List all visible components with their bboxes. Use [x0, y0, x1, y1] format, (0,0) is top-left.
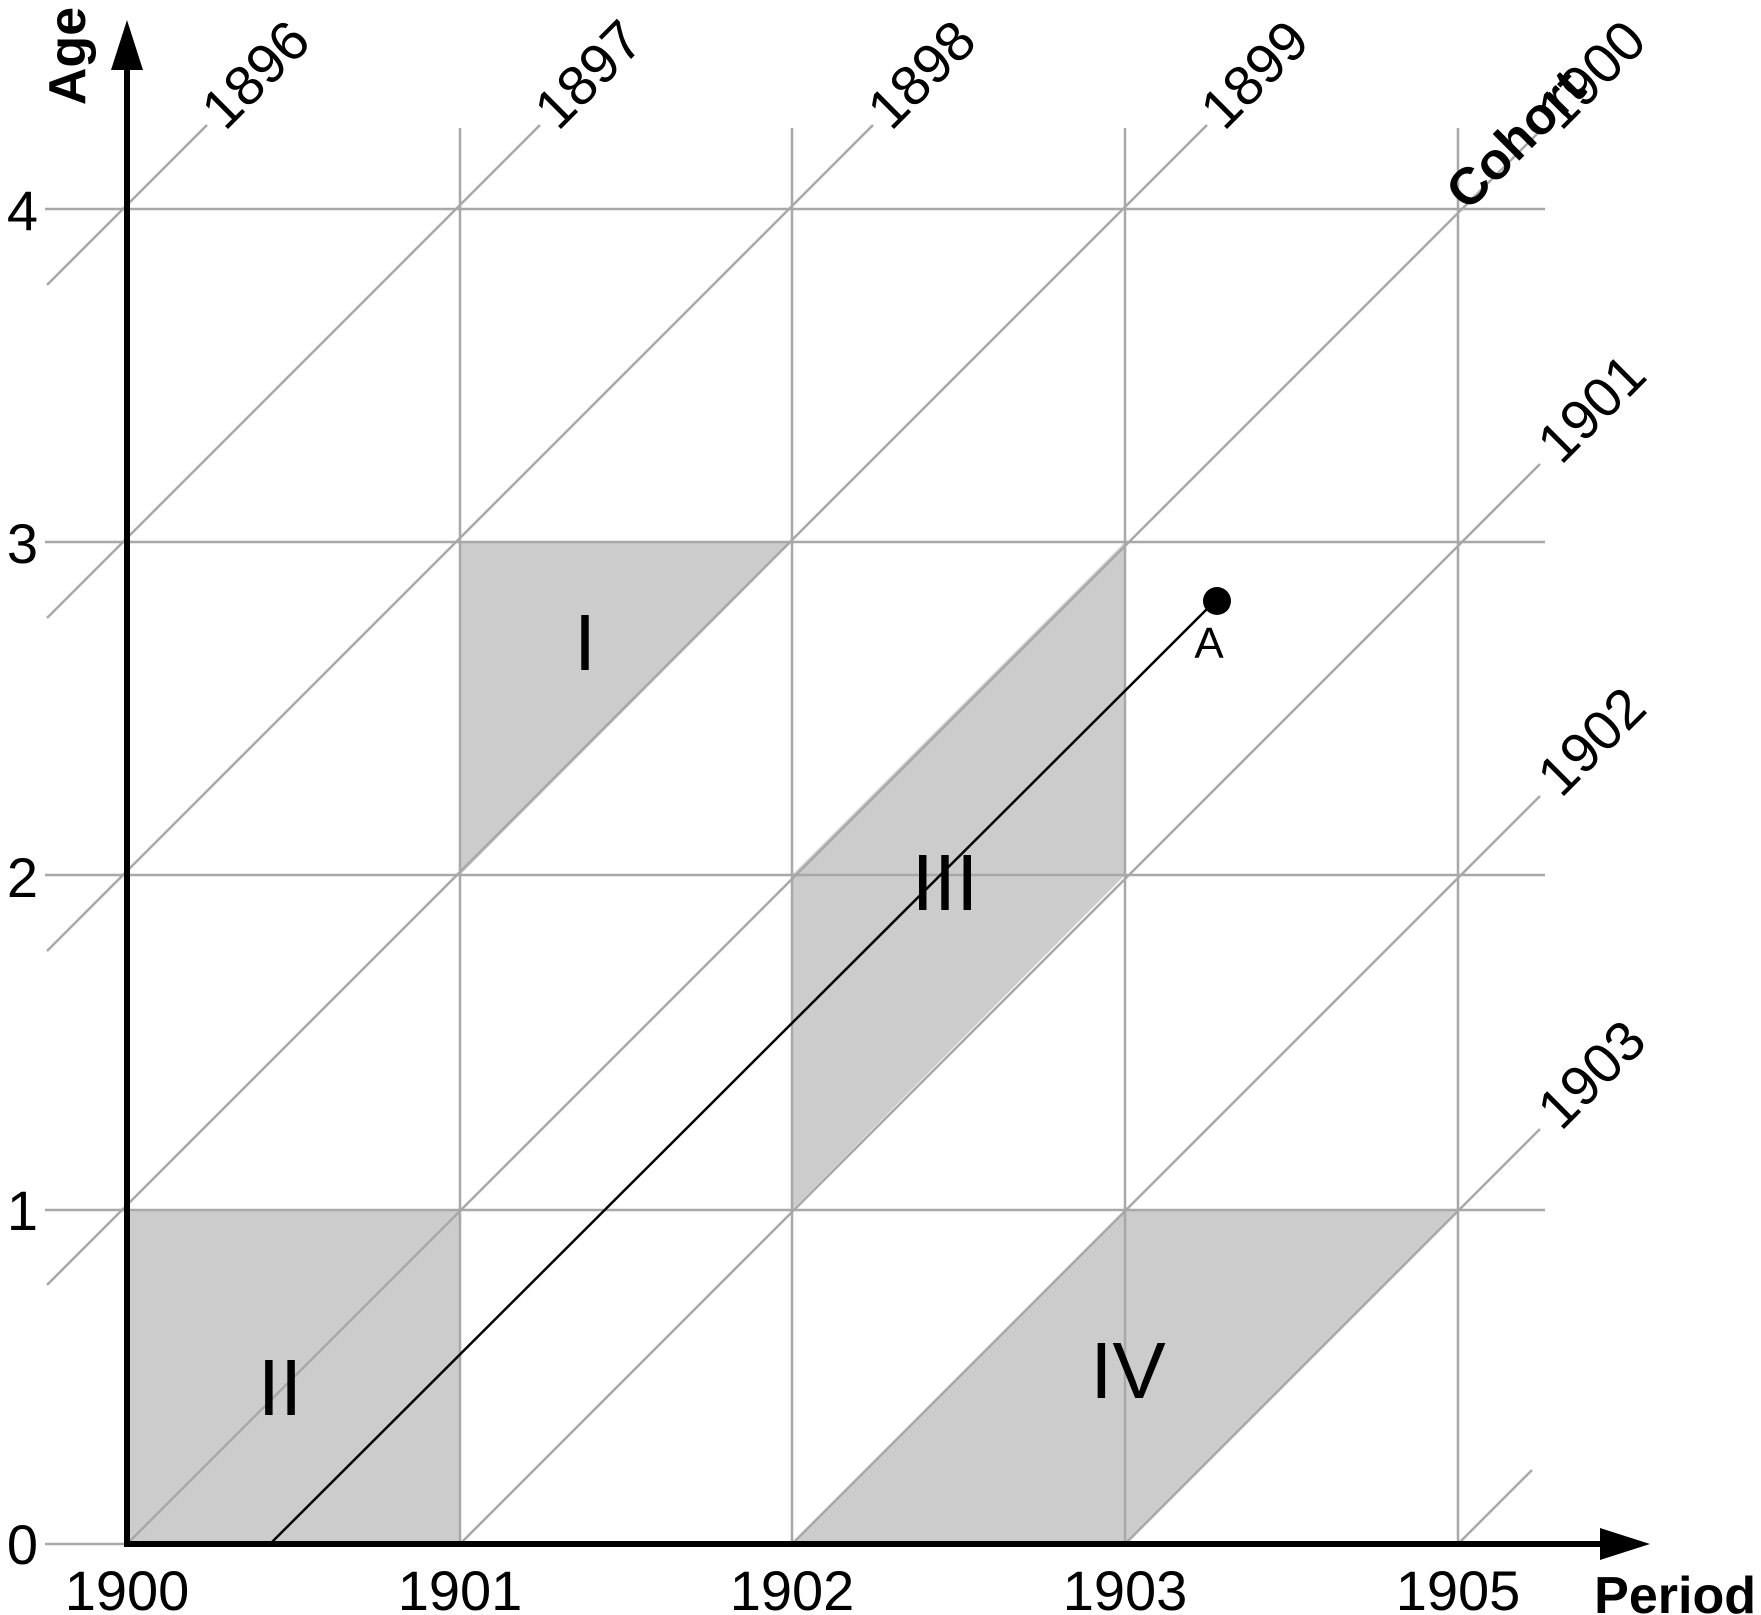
cohort-label: 1903 — [1525, 1008, 1658, 1141]
cohort-label: 1896 — [189, 8, 322, 141]
cohort-line-1901 — [459, 463, 1541, 1545]
y-tick-label: 1 — [7, 1179, 38, 1242]
y-tick-labels: 0 1 2 3 4 — [7, 179, 38, 1576]
region-label-i: I — [574, 598, 596, 687]
cohort-label: 1897 — [522, 8, 655, 141]
x-tick-label: 1901 — [398, 1559, 523, 1615]
point-a — [1203, 587, 1231, 615]
cohort-label: 1898 — [855, 8, 988, 141]
lifeline-a — [269, 600, 1216, 1545]
cohort-line-1898 — [46, 124, 874, 952]
x-tick-label: 1902 — [730, 1559, 855, 1615]
region-labels: I II III IV — [258, 598, 1167, 1432]
cohort-label: 1899 — [1188, 8, 1321, 141]
x-tick-label: 1900 — [65, 1559, 190, 1615]
x-tick-label: 1903 — [1063, 1559, 1188, 1615]
cohort-line-1900 — [126, 130, 1541, 1545]
region-i — [460, 542, 792, 875]
x-tick-labels: 1900 1901 1902 1903 1905 — [65, 1559, 1521, 1615]
y-tick-label: 3 — [7, 512, 38, 575]
region-label-ii: II — [258, 1343, 302, 1432]
x-axis-arrow — [1600, 1528, 1650, 1560]
y-tick-label: 4 — [7, 179, 38, 242]
y-tick-label: 0 — [7, 1513, 38, 1576]
cohort-label: 1901 — [1525, 342, 1658, 475]
y-axis-title: Age — [39, 7, 97, 105]
cohort-labels-top: 1896 1897 1898 1899 1900 — [189, 8, 1658, 141]
cohort-line-1904 — [1457, 1469, 1533, 1545]
x-tick-label: 1905 — [1396, 1559, 1521, 1615]
y-tick-label: 2 — [7, 846, 38, 909]
y-axis-arrow — [111, 20, 143, 70]
x-axis-title: Period — [1594, 1567, 1756, 1615]
cohort-line-1902 — [791, 795, 1541, 1545]
cohort-line-1903 — [1124, 1128, 1541, 1545]
axes — [111, 20, 1650, 1560]
grid — [45, 124, 1545, 1546]
cohort-label: 1902 — [1525, 675, 1658, 808]
region-label-iii: III — [912, 838, 979, 927]
region-label-iv: IV — [1090, 1326, 1166, 1415]
cohort-line-1899 — [46, 124, 1208, 1286]
cohort-labels-right: 1901 1902 1903 — [1525, 342, 1658, 1141]
point-a-label: A — [1194, 619, 1224, 668]
